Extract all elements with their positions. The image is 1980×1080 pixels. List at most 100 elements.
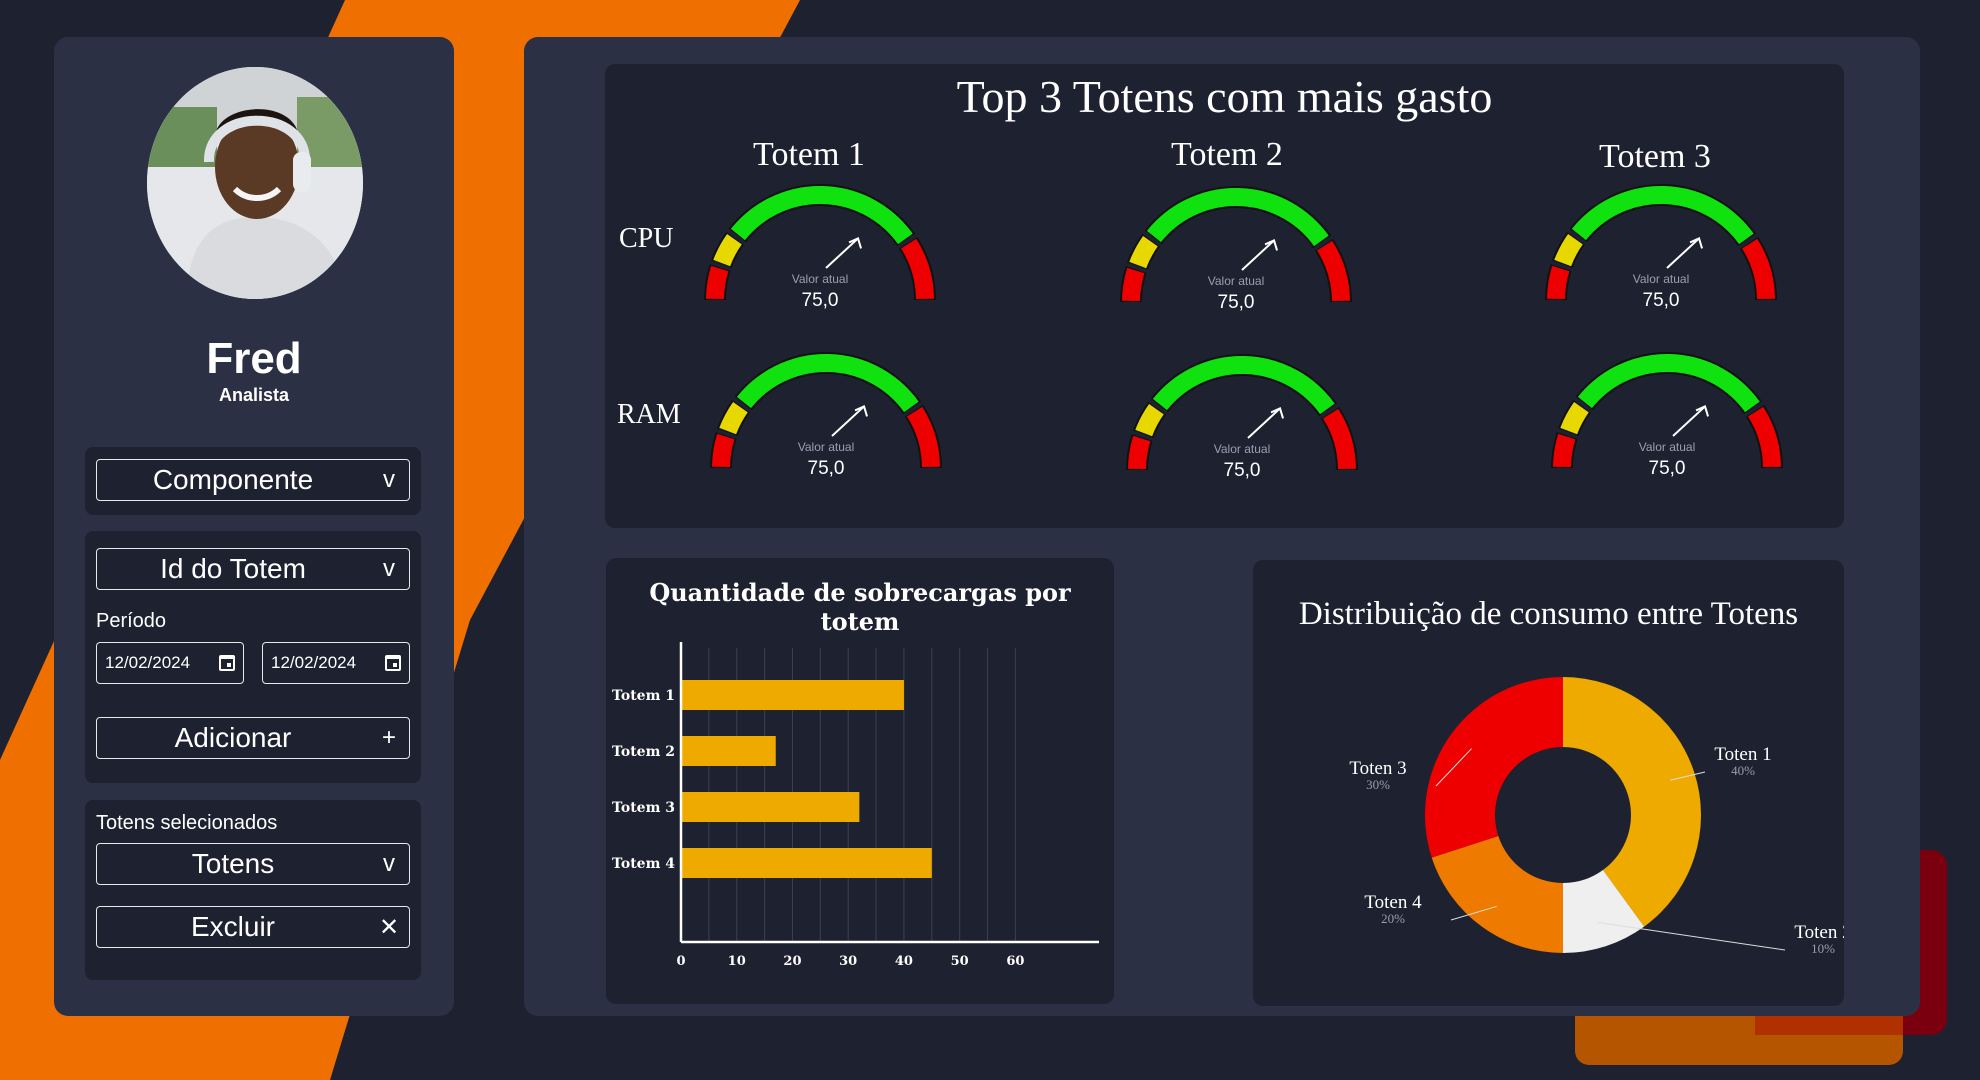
totens-select[interactable]: Totens v	[96, 843, 410, 885]
gauge-needle	[1672, 405, 1706, 437]
bar-category-label: Totem 3	[612, 800, 675, 816]
component-section	[85, 447, 421, 515]
gauge-ram-totem-2: Valor atual 75,0	[1117, 350, 1367, 481]
gauge-column-title: Totem 1	[753, 136, 865, 173]
gauge-segment	[1152, 356, 1335, 415]
start-date-input[interactable]: 12/02/2024	[96, 642, 244, 684]
add-button[interactable]: Adicionar +	[96, 717, 410, 759]
totem-id-select-label: Id do Totem	[160, 553, 306, 584]
gauge-segment	[1547, 265, 1570, 300]
bar-chart-title: Quantidade de sobrecargas por totem	[649, 578, 1071, 636]
user-role: Analista	[218, 385, 290, 405]
totens-select-label: Totens	[191, 848, 275, 879]
bar	[681, 848, 932, 878]
gauge-segment	[719, 401, 748, 435]
donut-slice-label: Toten 2	[1794, 922, 1844, 943]
gauge-needle	[1666, 237, 1700, 269]
donut-slice-pct: 40%	[1731, 763, 1755, 778]
gauge-segment	[713, 233, 742, 267]
bar-category-label: Totem 1	[612, 688, 675, 704]
gauge-needle-head	[1695, 405, 1709, 417]
donut-slice-pct: 20%	[1381, 911, 1405, 926]
calendar-icon[interactable]	[385, 655, 401, 671]
gauge-value: 75,0	[1648, 458, 1686, 479]
gauge-segment	[1146, 188, 1329, 247]
gauge-cpu-totem-2: Valor atual 75,0	[1111, 182, 1361, 313]
add-button-label: Adicionar	[174, 722, 292, 753]
gauge-segment	[736, 354, 919, 413]
gauge-ram-totem-3: Valor atual 75,0	[1542, 348, 1792, 479]
gauges-title: Top 3 Totens com mais gasto	[956, 71, 1493, 122]
gauge-ram-totem-1: Valor atual 75,0	[701, 348, 951, 479]
donut-leader-line	[1450, 905, 1497, 921]
avatar	[147, 67, 363, 299]
donut-chart: Toten 140% Toten 210% Toten 420% Toten 330%	[1349, 677, 1844, 956]
gauge-segment	[1129, 235, 1158, 269]
gauge-cpu-totem-1: Valor atual 75,0	[695, 180, 945, 311]
gauge-segment	[1571, 186, 1754, 245]
component-select[interactable]: Componente v	[96, 459, 410, 501]
component-select-label: Componente	[152, 464, 314, 495]
gauge-segment	[1741, 238, 1775, 300]
x-tick-label: 0	[676, 954, 685, 969]
gauge-segment	[1553, 433, 1576, 468]
end-date-input[interactable]: 12/02/2024	[262, 642, 410, 684]
x-tick-label: 10	[728, 954, 746, 969]
donut-leader-line	[1670, 771, 1706, 781]
gauge-needle-head	[1270, 407, 1284, 419]
gauge-value: 75,0	[1217, 292, 1255, 313]
gauge-segment	[712, 433, 735, 468]
donut-slice-label: Toten 1	[1714, 744, 1771, 765]
delete-button[interactable]: Excluir ✕	[96, 906, 410, 948]
delete-button-label: Excluir	[190, 911, 275, 942]
donut-slice	[1425, 677, 1563, 858]
donut-slice	[1431, 836, 1563, 953]
selected-label: Totens selecionados	[96, 812, 278, 834]
chevron-down-icon: v	[383, 850, 395, 877]
x-tick-label: 60	[1006, 954, 1024, 969]
gauge-caption: Valor atual	[791, 272, 849, 286]
gauge-needle	[831, 405, 865, 437]
gauges-card	[605, 64, 1844, 528]
gauge-segment	[1747, 406, 1781, 468]
bar-category-label: Totem 4	[612, 856, 675, 872]
gauge-segment	[1322, 408, 1356, 470]
user-name: Fred	[206, 334, 302, 383]
close-icon: ✕	[378, 913, 400, 941]
chevron-down-icon: v	[383, 555, 395, 582]
start-date-value: 12/02/2024	[105, 653, 191, 672]
plus-icon: +	[381, 724, 396, 751]
donut-slice-label: Toten 4	[1364, 892, 1422, 913]
gauge-row-label: CPU	[619, 223, 674, 254]
calendar-icon[interactable]	[219, 655, 235, 671]
gauge-value: 75,0	[801, 290, 839, 311]
donut-slice-pct: 30%	[1366, 777, 1390, 792]
bar-category-label: Totem 2	[612, 744, 675, 760]
gauge-needle	[1241, 239, 1275, 271]
donut-leader-line	[1435, 748, 1472, 787]
gauge-needle-head	[1264, 239, 1278, 251]
x-tick-label: 20	[783, 954, 801, 969]
gauge-caption: Valor atual	[1207, 274, 1265, 288]
bar	[681, 792, 860, 822]
end-date-value: 12/02/2024	[271, 653, 357, 672]
x-tick-label: 40	[895, 954, 913, 969]
gauge-value: 75,0	[1642, 290, 1680, 311]
bar	[681, 680, 904, 710]
period-label: Período	[96, 610, 167, 632]
gauge-caption: Valor atual	[1638, 440, 1696, 454]
gauge-caption: Valor atual	[1213, 442, 1271, 456]
gauge-cpu-totem-3: Valor atual 75,0	[1536, 180, 1786, 311]
chevron-down-icon: v	[383, 466, 395, 493]
bar	[681, 736, 776, 766]
gauge-segment	[730, 186, 913, 245]
gauge-segment	[1128, 435, 1151, 470]
gauge-needle	[1247, 407, 1281, 439]
x-tick-label: 50	[951, 954, 969, 969]
gauge-segment	[706, 265, 729, 300]
donut-slice-label: Toten 3	[1349, 758, 1406, 779]
bar-chart: Totem 1 Totem 2 Totem 3 Totem 4 0 10 20 30 40 50 6…	[612, 642, 1099, 969]
gauge-needle-head	[848, 237, 862, 249]
totem-id-select[interactable]: Id do Totem v	[96, 548, 410, 590]
gauge-segment	[1135, 403, 1164, 437]
